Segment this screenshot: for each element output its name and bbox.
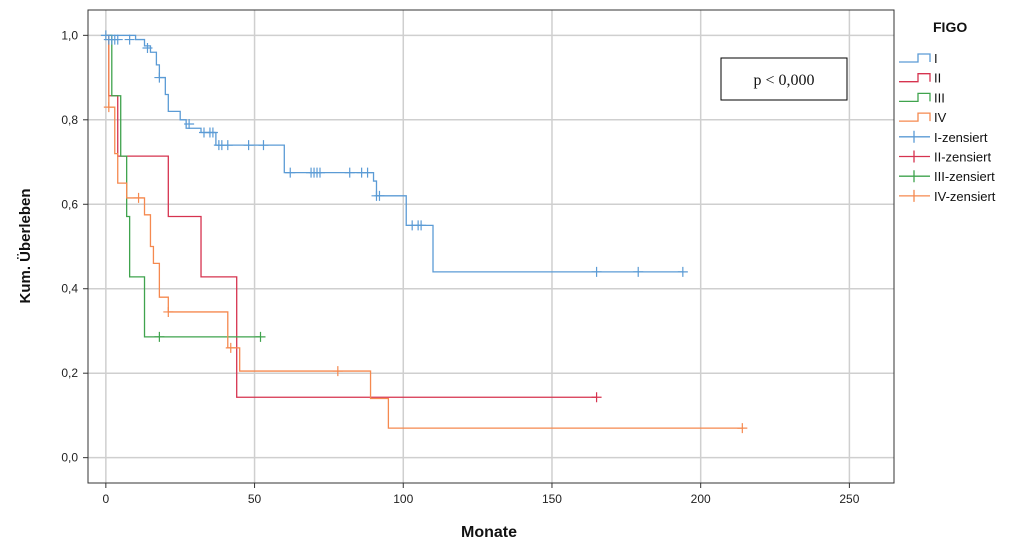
y-tick-label: 1,0 xyxy=(61,28,78,42)
censor-layer xyxy=(100,30,748,434)
censor-mark-I xyxy=(222,140,233,151)
censor-mark-IV xyxy=(103,102,114,113)
legend-swatch-III xyxy=(899,92,931,103)
x-axis-title: Monate xyxy=(461,524,517,541)
legend-title: FIGO xyxy=(933,19,967,35)
censor-mark-I xyxy=(374,190,385,201)
y-tick-label: 0,4 xyxy=(61,282,78,296)
x-tick-label: 100 xyxy=(393,492,413,506)
censor-mark-I xyxy=(207,127,218,138)
censor-mark-I xyxy=(362,167,373,178)
censor-mark-IV xyxy=(737,423,748,434)
legend-label-II-zensiert: II-zensiert xyxy=(934,150,991,165)
censor-mark-I xyxy=(677,266,688,277)
censor-mark-I xyxy=(184,119,195,130)
censor-mark-I xyxy=(591,266,602,277)
x-tick-label: 50 xyxy=(248,492,262,506)
censor-mark-III xyxy=(154,331,165,342)
series-line-I xyxy=(105,34,683,273)
x-tick-label: 150 xyxy=(542,492,562,506)
legend-label-II: II xyxy=(934,71,941,86)
plot-frame xyxy=(87,9,895,484)
censor-mark-I xyxy=(285,167,296,178)
y-axis-title: Kum. Überleben xyxy=(17,188,34,303)
series-line-IV xyxy=(105,34,743,429)
censor-mark-I xyxy=(314,167,325,178)
y-tick-label: 0,2 xyxy=(61,366,78,380)
y-axis: 0,0 0,2 0,4 0,6 0,8 1,0 xyxy=(61,28,88,465)
x-tick-label: 250 xyxy=(839,492,859,506)
legend-label-III: III xyxy=(934,90,945,105)
censor-mark-I xyxy=(112,34,123,45)
censor-mark-II xyxy=(591,392,602,403)
annotation-text: p < 0,000 xyxy=(753,72,814,89)
annotation-box xyxy=(720,57,848,101)
censor-mark-I xyxy=(258,140,269,151)
x-axis: 0 50 100 150 200 250 xyxy=(103,483,860,506)
grid-lines xyxy=(88,10,894,483)
legend-label-IV: IV xyxy=(934,110,947,125)
censor-mark-I xyxy=(154,72,165,83)
censor-mark-IV xyxy=(133,192,144,203)
censor-mark-I xyxy=(124,34,135,45)
censor-mark-III xyxy=(255,331,266,342)
censor-mark-I xyxy=(416,220,427,231)
legend-swatch-II-zensiert xyxy=(899,150,930,163)
series-layer xyxy=(105,34,743,429)
censor-mark-IV xyxy=(225,342,236,353)
censor-mark-I xyxy=(344,167,355,178)
x-tick-label: 0 xyxy=(103,492,110,506)
legend-label-III-zensiert: III-zensiert xyxy=(934,169,995,184)
legend-swatch-I-zensiert xyxy=(899,130,930,143)
legend-label-IV-zensiert: IV-zensiert xyxy=(934,189,996,204)
legend-label-I: I xyxy=(934,51,938,66)
p-value-annotation: p < 0,000 xyxy=(720,57,848,101)
censor-mark-I xyxy=(633,266,644,277)
legend-swatch-III-zensiert xyxy=(899,170,930,183)
censor-mark-IV xyxy=(163,306,174,317)
legend-swatch-II xyxy=(899,73,931,83)
y-tick-label: 0,6 xyxy=(61,197,78,211)
legend-label-I-zensiert: I-zensiert xyxy=(934,130,988,145)
y-tick-label: 0,8 xyxy=(61,113,78,127)
censor-mark-I xyxy=(142,43,153,54)
censor-mark-I xyxy=(243,140,254,151)
legend-swatch-IV xyxy=(899,112,931,122)
y-tick-label: 0,0 xyxy=(61,451,78,465)
legend-swatch-IV-zensiert xyxy=(899,189,930,202)
x-tick-label: 200 xyxy=(691,492,711,506)
legend: FIGO II-zensiertIIII-zensiertIIIIII-zens… xyxy=(899,19,996,204)
censor-mark-IV xyxy=(332,366,343,377)
legend-swatch-I xyxy=(899,53,931,63)
